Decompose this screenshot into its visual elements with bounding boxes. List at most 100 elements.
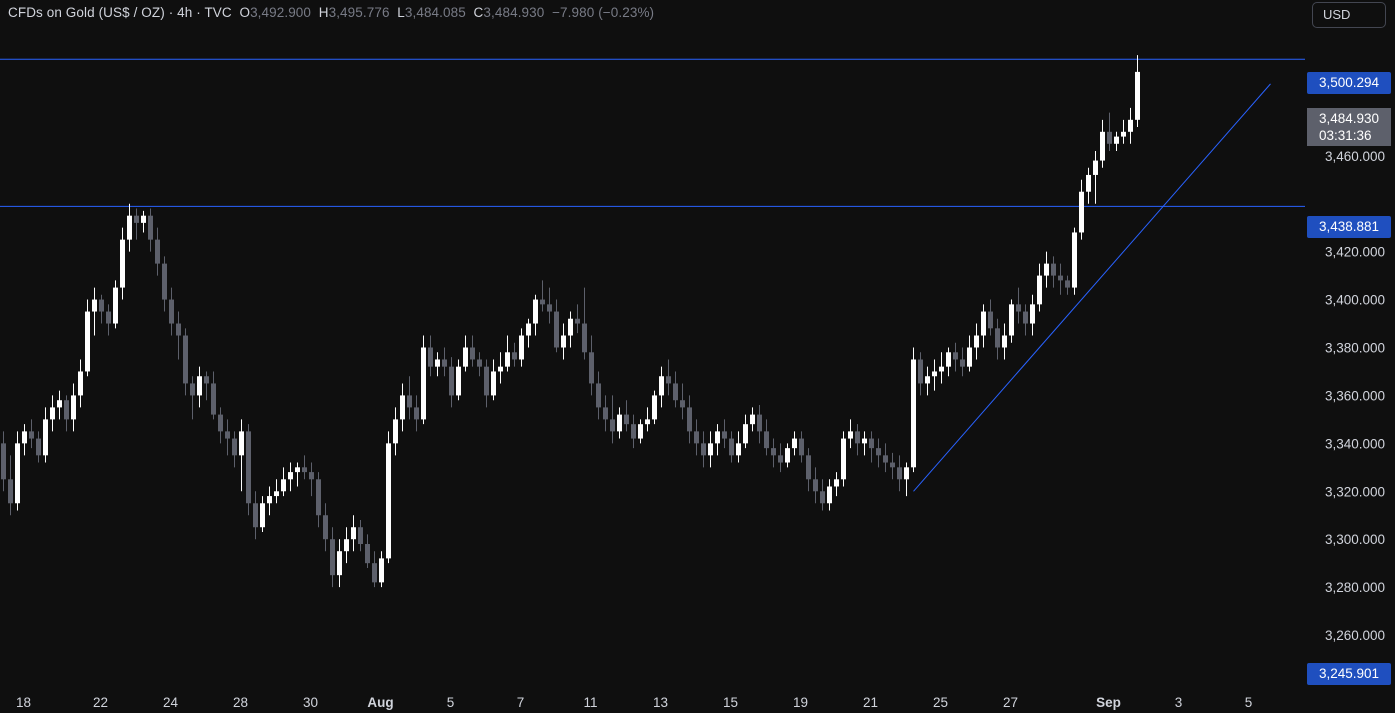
candle-body bbox=[736, 443, 741, 456]
candle-body bbox=[386, 443, 391, 559]
candle-body bbox=[302, 467, 307, 473]
candle-body bbox=[750, 414, 755, 425]
candle-body bbox=[1037, 275, 1042, 305]
candle-body bbox=[365, 544, 370, 564]
candle-body bbox=[729, 438, 734, 456]
candle-body bbox=[904, 467, 909, 480]
candle-body bbox=[477, 359, 482, 367]
candle-body bbox=[568, 318, 573, 336]
candle-body bbox=[554, 311, 559, 348]
y-tick-label: 3,320.000 bbox=[1325, 484, 1385, 499]
candle-body bbox=[1051, 263, 1056, 276]
candle-body bbox=[260, 503, 265, 528]
candle-body bbox=[491, 371, 496, 396]
currency-button[interactable]: USD bbox=[1312, 2, 1386, 28]
candle-body bbox=[239, 431, 244, 456]
candle-body bbox=[372, 563, 377, 583]
support-price-tag: 3,438.881 bbox=[1307, 216, 1391, 238]
candle-body bbox=[330, 539, 335, 576]
candle-body bbox=[946, 352, 951, 367]
candle-body bbox=[960, 359, 965, 367]
candle-body bbox=[1002, 335, 1007, 348]
low-value: 3,484.085 bbox=[404, 5, 466, 20]
candle-body bbox=[1009, 304, 1014, 336]
candle-body bbox=[1030, 304, 1035, 324]
interval-label: 4h bbox=[177, 5, 193, 20]
candle-body bbox=[708, 443, 713, 456]
candle-body bbox=[848, 431, 853, 439]
candle-body bbox=[953, 352, 958, 360]
candle-body bbox=[358, 527, 363, 545]
candle-body bbox=[1100, 131, 1105, 161]
candle-body bbox=[1107, 131, 1112, 144]
x-tick-label: 19 bbox=[793, 695, 808, 710]
candle-body bbox=[57, 400, 62, 408]
candle-body bbox=[771, 448, 776, 456]
candle-body bbox=[638, 424, 643, 439]
candle-body bbox=[575, 318, 580, 324]
candle-body bbox=[834, 479, 839, 487]
candle-body bbox=[71, 395, 76, 420]
candle-body bbox=[652, 395, 657, 420]
candle-body bbox=[813, 479, 818, 492]
last-price-tag: 3,484.930 03:31:36 bbox=[1307, 108, 1391, 146]
x-tick-label: 15 bbox=[723, 695, 738, 710]
x-tick-label: 13 bbox=[653, 695, 668, 710]
trendline-segment bbox=[913, 83, 1271, 492]
candle-body bbox=[505, 352, 510, 367]
open-value: 3,492.900 bbox=[250, 5, 312, 20]
candle-body bbox=[1128, 119, 1133, 132]
price-axis: 3,520.0003,460.0003,420.0003,400.0003,38… bbox=[1325, 5, 1385, 643]
candle-body bbox=[981, 311, 986, 336]
symbol-title[interactable]: CFDs on Gold (US$ / OZ) bbox=[8, 5, 165, 20]
candle-body bbox=[1023, 311, 1028, 324]
candle-body bbox=[316, 479, 321, 516]
x-tick-label: 11 bbox=[583, 695, 597, 710]
high-value: 3,495.776 bbox=[328, 5, 390, 20]
candle-body bbox=[22, 431, 27, 444]
y-tick-label: 3,380.000 bbox=[1325, 340, 1385, 355]
open-label: O bbox=[239, 5, 251, 20]
candle-body bbox=[869, 438, 874, 449]
candle-body bbox=[925, 376, 930, 384]
candle-body bbox=[862, 438, 867, 444]
candle-body bbox=[974, 335, 979, 348]
candle-body bbox=[64, 400, 69, 420]
candle-body bbox=[932, 371, 937, 377]
candle-body bbox=[92, 299, 97, 312]
high-label: H bbox=[318, 5, 329, 20]
candle-body bbox=[8, 479, 13, 504]
y-tick-label: 3,360.000 bbox=[1325, 388, 1385, 403]
candle-body bbox=[267, 496, 272, 504]
candle-body bbox=[155, 239, 160, 264]
candle-body bbox=[1135, 71, 1140, 120]
candle-body bbox=[547, 304, 552, 312]
candle-body bbox=[624, 414, 629, 425]
candle-body bbox=[106, 311, 111, 324]
x-tick-label: 27 bbox=[1003, 695, 1018, 710]
x-tick-label: 28 bbox=[233, 695, 248, 710]
candle-body bbox=[792, 438, 797, 449]
x-tick-label: Sep bbox=[1096, 695, 1121, 710]
candle-body bbox=[351, 527, 356, 540]
bottom-price-tag: 3,245.901 bbox=[1307, 663, 1391, 685]
candle-body bbox=[197, 376, 202, 396]
candle-body bbox=[666, 376, 671, 384]
last-price-value: 3,484.930 bbox=[1319, 111, 1380, 126]
x-tick-label: 21 bbox=[863, 695, 878, 710]
candle-body bbox=[29, 431, 34, 439]
candle-body bbox=[414, 407, 419, 420]
candle-body bbox=[680, 400, 685, 408]
candle-body bbox=[1044, 263, 1049, 276]
horizontal-levels bbox=[0, 58, 1305, 207]
candle-body bbox=[526, 323, 531, 336]
candle-body bbox=[225, 431, 230, 439]
x-tick-label: 24 bbox=[163, 695, 179, 710]
candle-body bbox=[36, 438, 41, 456]
candle-body bbox=[890, 462, 895, 468]
candle-body bbox=[1072, 232, 1077, 288]
candle-body bbox=[659, 376, 664, 396]
candle-body bbox=[148, 215, 153, 240]
source-label: TVC bbox=[204, 5, 232, 20]
